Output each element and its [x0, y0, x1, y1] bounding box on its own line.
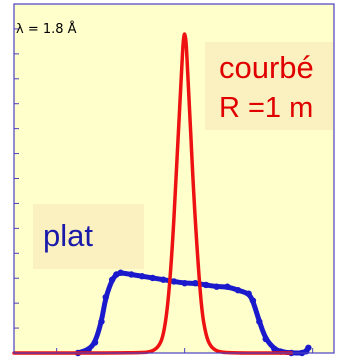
- curved-label-line2: R =1 m: [219, 92, 314, 124]
- flat-data-point: [256, 318, 263, 325]
- wavelength-annotation: λ = 1.8 Å: [16, 22, 77, 37]
- flat-data-point: [181, 280, 188, 287]
- flat-data-point: [170, 278, 178, 285]
- curved-label-line1: courbé: [219, 50, 314, 85]
- flat-label-box: plat: [33, 204, 144, 269]
- plot-frame: [13, 3, 335, 354]
- flat-data-point: [102, 293, 109, 301]
- flat-data-point: [234, 286, 242, 294]
- flat-data-point: [305, 344, 312, 351]
- flat-data-point: [138, 273, 146, 280]
- flat-label: plat: [43, 218, 93, 253]
- flat-data-point: [213, 283, 220, 290]
- flat-data-point: [160, 276, 167, 283]
- flat-data-point: [149, 274, 156, 282]
- flat-data-point: [117, 269, 124, 276]
- series-layer: [12, 32, 312, 357]
- flat-data-point: [202, 281, 210, 289]
- series-curved-line: [12, 32, 294, 355]
- flat-data-point: [128, 271, 135, 278]
- curved-label-box: courbé R =1 m: [205, 42, 333, 130]
- flat-data-point: [245, 290, 252, 297]
- flat-data-point: [98, 318, 105, 325]
- flat-data-point: [224, 283, 231, 290]
- flat-data-point: [271, 345, 278, 353]
- flat-data-point: [192, 280, 199, 287]
- flat-data-point: [85, 346, 92, 353]
- flat-data-point: [262, 335, 269, 343]
- flat-data-point: [91, 339, 99, 346]
- flat-data-point: [249, 297, 257, 304]
- flat-data-point: [108, 276, 116, 283]
- axis-ticks: [14, 28, 314, 353]
